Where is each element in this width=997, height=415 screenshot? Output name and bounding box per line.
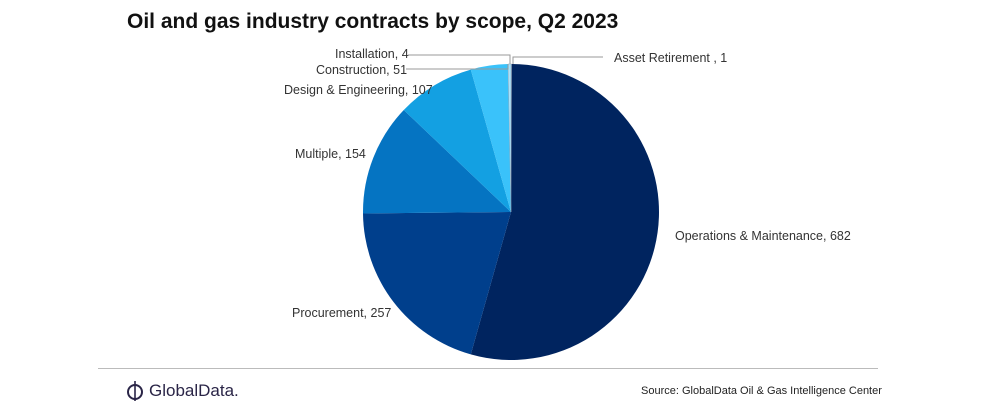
data-label: Multiple, 154 [295, 147, 366, 161]
source-note: Source: GlobalData Oil & Gas Intelligenc… [641, 385, 882, 397]
divider [98, 368, 878, 369]
pie-slice-construction [470, 64, 511, 212]
data-label: Procurement, 257 [292, 306, 391, 320]
leader-line [406, 64, 509, 70]
globaldata-logo: GlobalData. [126, 380, 239, 402]
pie-slice-operations-maintenance [470, 64, 659, 360]
leader-line [408, 54, 511, 64]
pie-slice-procurement [363, 212, 511, 355]
brand-name: GlobalData. [149, 381, 239, 400]
data-label: Asset Retirement , 1 [614, 51, 727, 65]
pie-slice-multiple [363, 109, 511, 214]
data-label: Operations & Maintenance, 682 [675, 229, 851, 243]
chart-title: Oil and gas industry contracts by scope,… [127, 10, 619, 33]
pie-slice-design-engineering [403, 69, 511, 212]
data-label: Construction, 51 [316, 63, 407, 77]
leader-line [512, 56, 603, 64]
globaldata-logo-icon [127, 381, 143, 401]
data-label: Installation, 4 [335, 47, 409, 61]
data-label: Design & Engineering, 107 [284, 83, 433, 97]
